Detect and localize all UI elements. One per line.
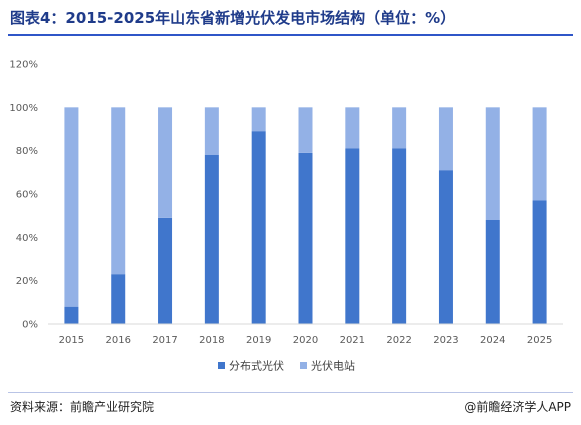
bar-segment-distributed	[158, 217, 173, 324]
bar-segment-station	[111, 107, 126, 275]
legend-label: 分布式光伏	[229, 359, 284, 373]
bar-segment-distributed	[251, 131, 266, 324]
bar-segment-station	[204, 107, 219, 155]
bar-segment-station	[158, 107, 173, 218]
x-tick-label: 2016	[106, 335, 131, 346]
y-tick-label: 60%	[16, 190, 38, 201]
x-tick-label: 2015	[59, 335, 84, 346]
y-tick-label: 80%	[16, 146, 38, 157]
x-tick-label: 2024	[480, 335, 505, 346]
bar-segment-distributed	[64, 306, 79, 324]
x-tick-label: 2021	[340, 335, 365, 346]
bar-segment-station	[298, 107, 313, 153]
bar-segment-station	[438, 107, 453, 171]
y-tick-label: 0%	[22, 320, 38, 331]
x-tick-label: 2018	[199, 335, 224, 346]
x-tick-label: 2017	[152, 335, 177, 346]
legend: 分布式光伏 光伏电站	[218, 359, 355, 373]
y-tick-label: 120%	[9, 60, 38, 71]
x-tick-label: 2019	[246, 335, 271, 346]
bar-segment-station	[532, 107, 547, 201]
footer-divider	[8, 392, 573, 393]
chart-title: 图表4：2015-2025年山东省新增光伏发电市场结构（单位：%）	[10, 9, 456, 27]
bar-segment-station	[64, 107, 79, 307]
legend-swatch	[300, 362, 307, 369]
x-axis: 2015 2016 2017 2018 2019 2020 2021 2022 2023 2024…	[59, 335, 553, 346]
bar-segment-distributed	[438, 170, 453, 324]
y-tick-label: 20%	[16, 276, 38, 287]
bar-segment-station	[345, 107, 360, 149]
bar-segment-station	[485, 107, 500, 220]
bar-segment-distributed	[345, 148, 360, 324]
y-axis: 0% 20% 40% 60% 80% 100% 120%	[9, 60, 38, 331]
bar-segment-distributed	[532, 200, 547, 324]
bar-segment-station	[392, 107, 407, 149]
legend-label: 光伏电站	[311, 359, 355, 373]
x-tick-label: 2020	[293, 335, 318, 346]
bar-segment-station	[251, 107, 266, 132]
x-tick-label: 2025	[527, 335, 552, 346]
stacked-bar-chart: 0%20%40%60%80%100%120% 2015 2016 2017 2018 2…	[9, 60, 563, 373]
y-tick-label: 40%	[16, 233, 38, 244]
bar-segment-distributed	[485, 220, 500, 324]
y-tick-label: 100%	[9, 103, 38, 114]
x-tick-label: 2022	[386, 335, 411, 346]
legend-swatch	[218, 362, 225, 369]
title-divider	[8, 34, 573, 36]
bars	[64, 107, 547, 324]
bar-segment-distributed	[392, 148, 407, 324]
x-tick-label: 2023	[433, 335, 458, 346]
bar-segment-distributed	[204, 155, 219, 324]
bar-segment-distributed	[298, 152, 313, 324]
bar-segment-distributed	[111, 274, 126, 324]
brand-credit: @前瞻经济学人APP	[464, 400, 571, 414]
source-note: 资料来源：前瞻产业研究院	[10, 400, 155, 414]
